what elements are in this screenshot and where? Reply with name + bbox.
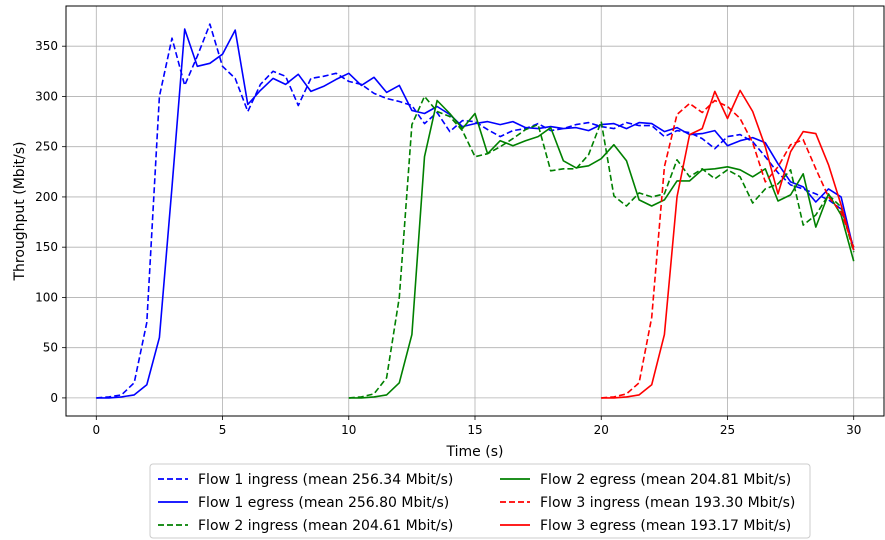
series-line-5 bbox=[601, 99, 855, 399]
y-tick-label: 100 bbox=[35, 290, 58, 304]
legend-entry-label: Flow 3 egress (mean 193.17 Mbit/s) bbox=[540, 518, 791, 534]
x-tick-label: 30 bbox=[846, 423, 861, 437]
y-tick-label: 300 bbox=[35, 89, 58, 103]
x-tick-label: 20 bbox=[594, 423, 609, 437]
legend-entry-label: Flow 2 ingress (mean 204.61 Mbit/s) bbox=[198, 518, 453, 534]
x-tick-label: 10 bbox=[341, 423, 356, 437]
x-axis: 0 5 10 15 20 25 30 bbox=[92, 416, 861, 437]
y-axis-label: Throughput (Mbit/s) bbox=[12, 141, 28, 281]
y-tick-label: 150 bbox=[35, 240, 58, 254]
y-tick-label: 350 bbox=[35, 39, 58, 53]
legend-entry-label: Flow 2 egress (mean 204.81 Mbit/s) bbox=[540, 472, 791, 488]
y-tick-label: 0 bbox=[50, 391, 58, 405]
series-line-1 bbox=[96, 23, 855, 399]
legend-frame bbox=[149, 463, 811, 539]
legend-entry-label: Flow 1 egress (mean 256.80 Mbit/s) bbox=[198, 495, 449, 511]
legend: Flow 1 ingress (mean 256.34 Mbit/s) Flow … bbox=[149, 463, 811, 539]
x-tick-label: 5 bbox=[219, 423, 227, 437]
y-tick-label: 50 bbox=[43, 341, 58, 355]
legend-entry-label: Flow 1 ingress (mean 256.34 Mbit/s) bbox=[198, 472, 453, 488]
grid bbox=[66, 6, 884, 416]
x-tick-label: 15 bbox=[467, 423, 482, 437]
y-axis: 0 50 100 150 200 250 300 350 bbox=[35, 39, 66, 405]
x-axis-label: Time (s) bbox=[446, 444, 504, 460]
series-line-6 bbox=[601, 89, 855, 399]
series-line-2 bbox=[96, 28, 855, 399]
series-line-3 bbox=[348, 95, 855, 399]
y-tick-label: 250 bbox=[35, 140, 58, 154]
x-tick-label: 0 bbox=[92, 423, 100, 437]
series-line-4 bbox=[348, 99, 855, 399]
plot-area bbox=[96, 23, 855, 399]
legend-entry-label: Flow 3 ingress (mean 193.30 Mbit/s) bbox=[540, 495, 795, 511]
y-tick-label: 200 bbox=[35, 190, 58, 204]
x-tick-label: 25 bbox=[720, 423, 735, 437]
